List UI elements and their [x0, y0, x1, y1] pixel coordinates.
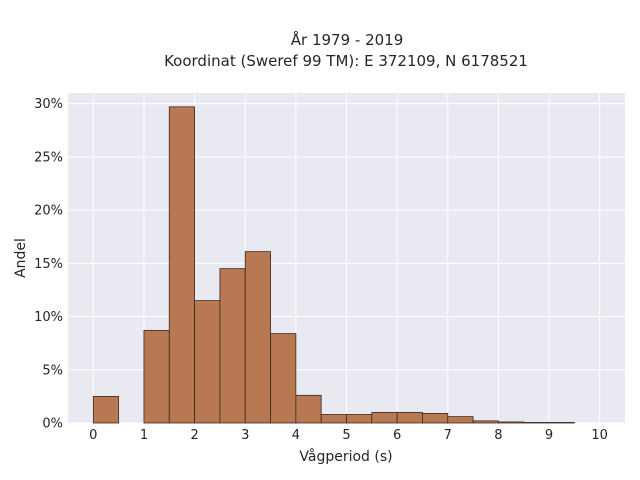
y-tick-label: 5%: [42, 363, 63, 378]
histogram-bar: [92, 395, 120, 424]
histogram-bars: [92, 106, 575, 424]
x-tick-label: 2: [190, 428, 198, 443]
histogram-bar: [295, 394, 322, 424]
x-tick-label: 10: [591, 428, 608, 443]
x-tick-label: 0: [89, 428, 97, 443]
y-tick-label: 25%: [34, 150, 63, 165]
x-tick-labels: 0 1 2 3 4 5 6 7 8 9 10: [89, 428, 608, 443]
y-axis-label: Andel: [13, 238, 29, 278]
histogram-bar: [168, 106, 195, 424]
histogram-bar: [244, 251, 271, 424]
y-tick-label: 15%: [34, 257, 63, 272]
histogram-bar: [548, 422, 575, 424]
histogram-bar: [523, 422, 550, 424]
y-tick-labels: 0% 5% 10% 15% 20% 25% 30%: [34, 97, 63, 431]
chart-title-line2: Koordinat (Sweref 99 TM): E 372109, N 61…: [164, 52, 528, 70]
histogram-bar: [396, 411, 423, 424]
x-axis-label: Vågperiod (s): [299, 448, 392, 465]
x-tick-label: 9: [545, 428, 553, 443]
x-tick-label: 6: [393, 428, 401, 443]
y-tick-label: 0%: [42, 417, 63, 432]
x-tick-label: 3: [241, 428, 249, 443]
y-tick-label: 20%: [34, 204, 63, 219]
histogram-bar: [498, 421, 525, 424]
x-tick-label: 7: [444, 428, 452, 443]
y-tick-label: 30%: [34, 97, 63, 112]
histogram-bar: [194, 300, 221, 424]
histogram-bar: [447, 416, 474, 424]
x-tick-label: 1: [140, 428, 148, 443]
histogram-bar: [472, 420, 499, 424]
x-tick-label: 5: [342, 428, 350, 443]
x-tick-label: 4: [292, 428, 300, 443]
histogram-bar: [270, 333, 297, 424]
histogram-bar: [219, 268, 246, 424]
histogram-bar: [346, 414, 373, 424]
histogram-bar: [422, 413, 449, 424]
y-tick-label: 10%: [34, 310, 63, 325]
x-tick-label: 8: [494, 428, 502, 443]
chart-title-line1: År 1979 - 2019: [291, 30, 404, 49]
histogram-bar: [320, 414, 347, 424]
histogram-bar: [371, 411, 398, 424]
histogram-bar: [143, 329, 170, 424]
